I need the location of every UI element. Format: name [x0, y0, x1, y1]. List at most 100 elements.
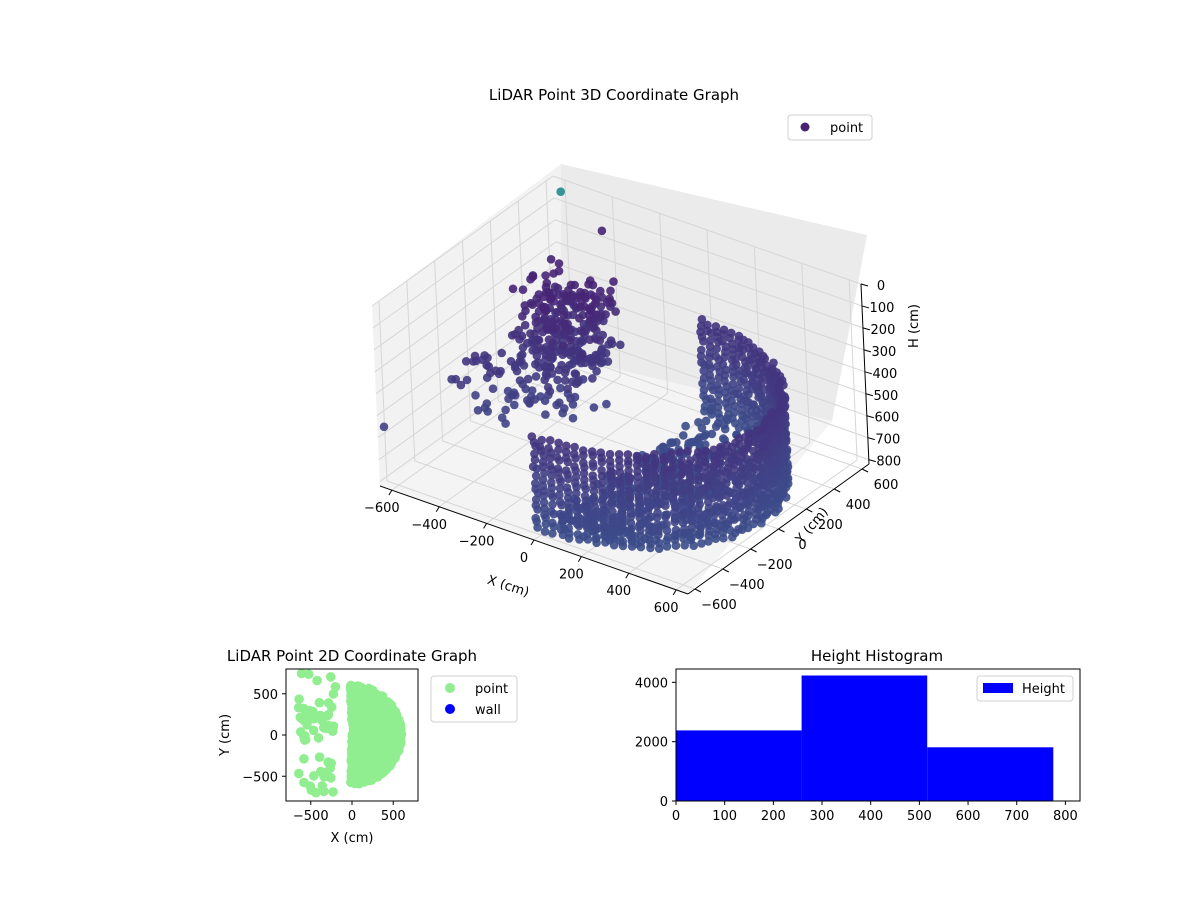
lidar-point-3d	[696, 327, 705, 337]
height-histogram: Height Histogram 0 100 200 300 400 500 600 700 8…	[635, 647, 1081, 824]
lidar-point-3d	[701, 446, 710, 456]
lidar-point-3d	[602, 399, 611, 409]
lidar-point-3d	[748, 343, 758, 352]
lidar-point-3d	[617, 508, 626, 517]
lidar-point-2d	[373, 757, 384, 767]
lidar-point-3d	[515, 357, 524, 367]
lidar-point-3d	[545, 436, 555, 445]
lidar-point-3d	[697, 539, 706, 548]
lidar-point-3d	[555, 290, 564, 300]
lidar-point-3d	[591, 298, 600, 308]
lidar-point-3d	[704, 360, 714, 370]
lidar-point-3d	[545, 454, 555, 463]
lidar-point-3d	[698, 379, 707, 388]
lidar-point-3d	[724, 447, 734, 456]
lidar-point-2d	[384, 760, 395, 770]
lidar-point-3d	[556, 187, 565, 196]
lidar-point-3d	[605, 449, 615, 459]
lidar-point-3d	[555, 497, 565, 507]
lidar-point-3d	[747, 355, 756, 364]
lidar-point-3d	[501, 405, 510, 415]
lidar-point-3d	[541, 271, 550, 280]
x-axis-label-2d: X (cm)	[331, 831, 374, 846]
histogram-bar	[801, 675, 928, 801]
lidar-point-3d	[595, 336, 605, 345]
histogram-bar	[927, 747, 1054, 801]
lidar-point-3d	[680, 524, 689, 534]
lidar-point-2d	[377, 697, 387, 708]
lidar-point-3d	[752, 425, 762, 435]
lidar-point-3d	[703, 320, 712, 330]
lidar-point-3d	[706, 394, 715, 404]
lidar-point-3d	[482, 360, 492, 370]
lidar-point-3d	[763, 508, 772, 518]
lidar-point-3d	[625, 492, 635, 502]
lidar-point-3d	[697, 315, 707, 324]
lidar-point-2d	[373, 727, 384, 737]
lidar-point-3d	[711, 322, 721, 331]
lidar-point-3d	[541, 519, 551, 529]
lidar-point-3d	[701, 468, 711, 478]
lidar-point-3d	[678, 468, 687, 478]
lidar-point-3d	[585, 335, 595, 345]
lidar-point-3d	[633, 467, 642, 476]
lidar-point-3d	[551, 324, 560, 333]
lidar-point-3d	[470, 351, 480, 361]
lidar-point-3d	[568, 292, 577, 302]
lidar-point-3d	[515, 335, 524, 344]
lidar-point-3d	[540, 510, 549, 519]
lidar-point-3d	[728, 532, 737, 542]
lidar-point-2d	[328, 787, 338, 797]
lidar-point-3d	[538, 462, 548, 472]
lidar-3d-plot: LiDAR Point 3D Coordinate Graph −600 −400…	[364, 86, 922, 616]
z-tick-3d: 100	[870, 301, 895, 316]
lidar-point-3d	[573, 530, 583, 539]
lidar-point-3d	[554, 445, 563, 454]
lidar-point-3d	[720, 352, 729, 362]
lidar-point-3d	[605, 456, 615, 466]
lidar-point-2d	[355, 741, 365, 751]
lidar-point-3d	[731, 438, 740, 448]
lidar-point-3d	[710, 457, 720, 466]
lidar-point-3d	[569, 449, 579, 459]
lidar-point-3d	[560, 404, 569, 413]
points-3d	[379, 187, 793, 553]
lidar-point-3d	[739, 470, 748, 480]
lidar-point-2d	[294, 694, 304, 704]
lidar-point-3d	[568, 377, 577, 387]
y-tick-2d: 0	[270, 729, 278, 744]
lidar-point-3d	[726, 515, 736, 524]
lidar-point-3d	[668, 471, 677, 481]
lidar-point-3d	[765, 459, 774, 469]
lidar-point-3d	[749, 400, 758, 410]
lidar-point-2d	[325, 672, 336, 682]
lidar-point-3d	[768, 374, 778, 383]
lidar-point-3d	[588, 471, 597, 480]
lidar-point-2d	[299, 777, 309, 788]
lidar-point-3d	[695, 515, 704, 525]
lidar-point-2d	[361, 685, 372, 696]
lidar-point-3d	[661, 501, 670, 511]
lidar-point-3d	[704, 353, 714, 362]
lidar-point-3d	[663, 532, 673, 542]
x-axis-label-3d: X (cm)	[485, 573, 531, 601]
lidar-point-3d	[679, 431, 688, 440]
lidar-point-2d	[347, 683, 358, 694]
lidar-point-3d	[607, 483, 616, 492]
y-tick-3d: −600	[701, 598, 737, 613]
lidar-point-3d	[546, 363, 555, 372]
y-tick-hist: 2000	[635, 736, 668, 751]
y-tick-3d: 0	[798, 538, 806, 553]
lidar-point-3d	[641, 452, 651, 462]
lidar-point-3d	[506, 357, 516, 366]
lidar-point-2d	[309, 771, 319, 781]
x-tick-3d: −600	[364, 501, 400, 516]
lidar-point-3d	[760, 354, 769, 363]
y-tick-hist: 0	[660, 795, 668, 810]
lidar-point-3d	[596, 448, 606, 458]
lidar-point-3d	[608, 507, 617, 516]
lidar-point-3d	[471, 391, 480, 400]
lidar-point-3d	[556, 383, 565, 393]
lidar-point-3d	[606, 467, 615, 476]
lidar-point-3d	[548, 500, 557, 509]
